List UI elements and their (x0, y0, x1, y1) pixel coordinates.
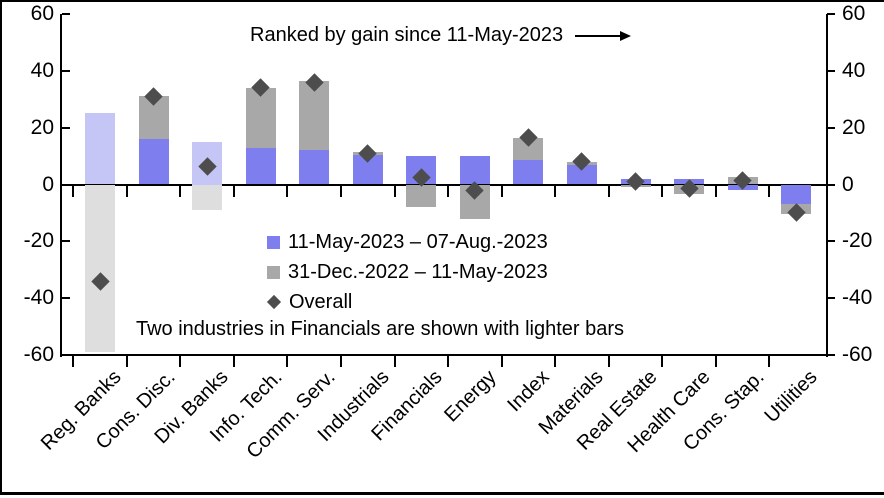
y-axis-label-right: 40 (842, 58, 866, 82)
category-tick-zero-line (232, 185, 235, 197)
category-tick-bottom-line (500, 356, 503, 367)
category-tick-bottom-line (339, 356, 342, 367)
category-tick-bottom-line (232, 356, 235, 367)
y-axis-label-right: 20 (842, 115, 866, 139)
y-axis-label-left: 20 (30, 115, 54, 139)
y-tick-right (827, 183, 835, 186)
blue-square-icon (267, 235, 280, 249)
y-axis-label-left: 0 (42, 172, 54, 196)
chart-annotation: Ranked by gain since 11-May-2023 (250, 24, 632, 47)
y-tick-left (62, 354, 70, 356)
y-tick-left (62, 183, 70, 186)
category-tick-zero-line (179, 185, 182, 197)
category-tick-bottom-line (714, 356, 717, 367)
category-tick-bottom-line (447, 356, 450, 367)
y-tick-left (62, 13, 70, 15)
category-tick-zero-line (607, 185, 610, 197)
bar-segment-recent-period (781, 184, 812, 205)
y-axis-label-right: -40 (842, 286, 873, 310)
legend-label: 11-May-2023 – 07-Aug.-2023 (288, 230, 548, 253)
bar-segment-earlier-period (406, 184, 437, 208)
category-tick-zero-line (393, 185, 396, 197)
y-axis-right (826, 14, 828, 357)
footnote: Two industries in Financials are shown w… (136, 318, 624, 340)
bar-segment-earlier-period (299, 80, 330, 151)
category-tick-zero-line (714, 185, 717, 197)
y-tick-right (827, 69, 835, 72)
legend-item-recent-period: 11-May-2023 – 07-Aug.-2023 (267, 227, 548, 257)
category-tick-zero-line (554, 185, 557, 197)
y-tick-right (827, 13, 835, 15)
category-tick-bottom-line (125, 356, 128, 367)
frame-border-top (0, 0, 884, 2)
diamond-icon (266, 294, 282, 310)
category-tick-bottom-line (607, 356, 610, 367)
right-arrow-icon (575, 30, 632, 41)
category-tick-bottom-line (393, 356, 396, 367)
y-tick-right (827, 354, 835, 356)
y-axis-left (60, 14, 62, 357)
bar-segment-recent-period (459, 156, 490, 185)
y-axis-label-left: -60 (23, 343, 54, 366)
category-tick-bottom-line (554, 356, 557, 367)
bar-segment-earlier-period (192, 184, 223, 211)
legend-item-overall: Overall (266, 287, 548, 317)
bar-segment-recent-period (513, 160, 544, 185)
x-axis-zero-line (62, 183, 827, 186)
annotation-text: Ranked by gain since 11-May-2023 (250, 24, 564, 46)
y-axis-label-right: -20 (842, 229, 873, 253)
y-tick-left (62, 69, 70, 72)
y-axis-label-right: 0 (842, 172, 854, 196)
category-tick-bottom-line (72, 356, 75, 367)
y-tick-left (62, 126, 70, 129)
gray-square-icon (267, 265, 280, 279)
bar-segment-earlier-period (513, 137, 544, 161)
bar-segment-recent-period (245, 147, 276, 185)
y-tick-left (62, 240, 70, 243)
y-tick-right (827, 126, 835, 129)
bar-segment-recent-period (138, 139, 169, 185)
y-axis-label-right: -60 (842, 343, 873, 366)
category-tick-zero-line (72, 185, 75, 197)
bar-segment-recent-period (566, 164, 597, 185)
overall-diamond-marker (626, 172, 645, 191)
legend-label: 31-Dec.-2022 – 11-May-2023 (288, 260, 548, 283)
category-tick-bottom-line (179, 356, 182, 367)
y-axis-label-right: 60 (842, 2, 866, 25)
frame-border-left (0, 0, 2, 494)
y-axis-label-left: 60 (30, 2, 54, 25)
category-tick-bottom-line (286, 356, 289, 367)
category-tick-bottom-line (768, 356, 771, 367)
bar-segment-recent-period (299, 150, 330, 185)
bar-segment-earlier-period (245, 87, 276, 148)
y-axis-label-left: -40 (23, 286, 54, 310)
category-tick-bottom-line (661, 356, 664, 367)
legend-label: Overall (289, 290, 353, 313)
bar-segment-earlier-period (85, 184, 115, 353)
y-tick-left (62, 297, 70, 300)
frame-border-bottom (0, 492, 884, 495)
bar-segment-recent-period (85, 113, 115, 185)
x-axis-bottom-line (62, 354, 827, 356)
legend: 11-May-2023 – 07-Aug.-2023 31-Dec.-2022 … (266, 227, 548, 317)
y-axis-label-left: -20 (23, 229, 54, 253)
category-tick-zero-line (768, 185, 771, 197)
category-tick-zero-line (125, 185, 128, 197)
y-tick-right (827, 297, 835, 300)
category-tick-zero-line (661, 185, 664, 197)
category-tick-zero-line (447, 185, 450, 197)
category-tick-zero-line (500, 185, 503, 197)
category-tick-zero-line (286, 185, 289, 197)
y-axis-label-left: 40 (30, 58, 54, 82)
y-tick-right (827, 240, 835, 243)
category-tick-zero-line (339, 185, 342, 197)
legend-item-earlier-period: 31-Dec.-2022 – 11-May-2023 (267, 257, 548, 287)
